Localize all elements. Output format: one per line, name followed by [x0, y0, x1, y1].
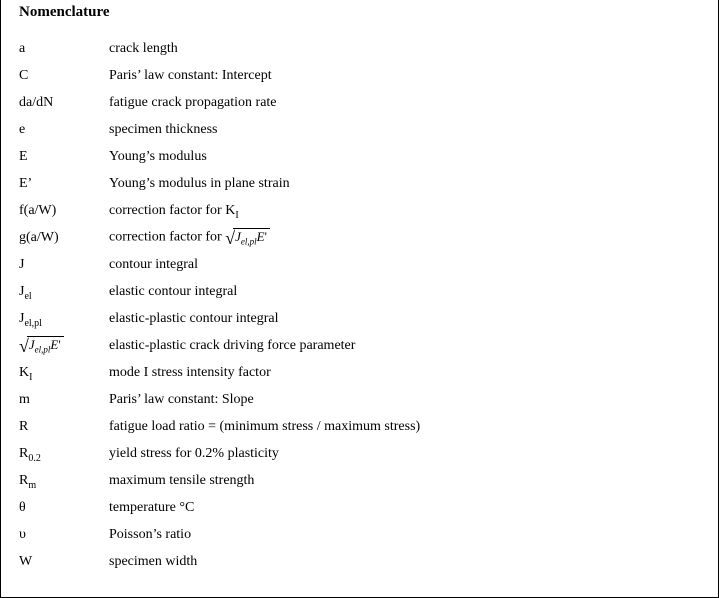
table-row: KImode I stress intensity factor [19, 359, 700, 386]
definition-cell: elastic-plastic crack driving force para… [109, 332, 700, 359]
table-row: Jcontour integral [19, 251, 700, 278]
symbol-cell: E’ [19, 170, 109, 197]
symbol-cell: E [19, 143, 109, 170]
symbol-cell: KI [19, 359, 109, 386]
table-row: Jel,plelastic-plastic contour integral [19, 305, 700, 332]
symbol-cell: g(a/W) [19, 224, 109, 251]
table-row: √Jel,plE' elastic-plastic crack driving f… [19, 332, 700, 359]
table-row: Rfatigue load ratio = (minimum stress / … [19, 413, 700, 440]
symbol-cell: υ [19, 521, 109, 548]
definition-cell: specimen thickness [109, 116, 700, 143]
symbol-cell: R0.2 [19, 440, 109, 467]
table-row: Rmmaximum tensile strength [19, 467, 700, 494]
definition-cell: Young’s modulus in plane strain [109, 170, 700, 197]
table-row: acrack length [19, 35, 700, 62]
definition-cell: correction factor for KI [109, 197, 700, 224]
definition-cell: crack length [109, 35, 700, 62]
nomenclature-panel: Nomenclature acrack lengthCParis’ law co… [0, 0, 719, 598]
symbol-cell: C [19, 62, 109, 89]
definition-cell: temperature °C [109, 494, 700, 521]
definition-cell: Poisson’s ratio [109, 521, 700, 548]
table-row: Jelelastic contour integral [19, 278, 700, 305]
symbol-cell: Jel,pl [19, 305, 109, 332]
definition-cell: Paris’ law constant: Intercept [109, 62, 700, 89]
table-row: especimen thickness [19, 116, 700, 143]
symbol-cell: m [19, 386, 109, 413]
definition-cell: fatigue crack propagation rate [109, 89, 700, 116]
symbol-cell: W [19, 548, 109, 575]
symbol-cell: θ [19, 494, 109, 521]
table-row: Wspecimen width [19, 548, 700, 575]
symbol-cell: a [19, 35, 109, 62]
definition-cell: yield stress for 0.2% plasticity [109, 440, 700, 467]
nomenclature-table: acrack lengthCParis’ law constant: Inter… [19, 35, 700, 575]
table-row: υPoisson’s ratio [19, 521, 700, 548]
table-row: CParis’ law constant: Intercept [19, 62, 700, 89]
definition-cell: contour integral [109, 251, 700, 278]
definition-cell: correction factor for √Jel,plE' [109, 224, 700, 251]
definition-cell: mode I stress intensity factor [109, 359, 700, 386]
definition-cell: specimen width [109, 548, 700, 575]
definition-cell: elastic contour integral [109, 278, 700, 305]
symbol-cell: Rm [19, 467, 109, 494]
definition-cell: Paris’ law constant: Slope [109, 386, 700, 413]
symbol-cell: e [19, 116, 109, 143]
definition-cell: Young’s modulus [109, 143, 700, 170]
sqrt-jelpl-eprime: √Jel,plE' [19, 336, 64, 355]
table-row: E’Young’s modulus in plane strain [19, 170, 700, 197]
definition-cell: fatigue load ratio = (minimum stress / m… [109, 413, 700, 440]
table-row: R0.2yield stress for 0.2% plasticity [19, 440, 700, 467]
definition-cell: elastic-plastic contour integral [109, 305, 700, 332]
symbol-cell: da/dN [19, 89, 109, 116]
symbol-cell: f(a/W) [19, 197, 109, 224]
table-row: θtemperature °C [19, 494, 700, 521]
symbol-cell: √Jel,plE' [19, 332, 109, 359]
symbol-cell: J [19, 251, 109, 278]
definition-cell: maximum tensile strength [109, 467, 700, 494]
table-row: g(a/W)correction factor for √Jel,plE' [19, 224, 700, 251]
table-row: da/dNfatigue crack propagation rate [19, 89, 700, 116]
section-title: Nomenclature [19, 4, 700, 21]
table-row: EYoung’s modulus [19, 143, 700, 170]
symbol-cell: R [19, 413, 109, 440]
sqrt-jelpl-eprime: √Jel,plE' [225, 228, 270, 247]
table-row: f(a/W)correction factor for KI [19, 197, 700, 224]
symbol-cell: Jel [19, 278, 109, 305]
table-row: mParis’ law constant: Slope [19, 386, 700, 413]
